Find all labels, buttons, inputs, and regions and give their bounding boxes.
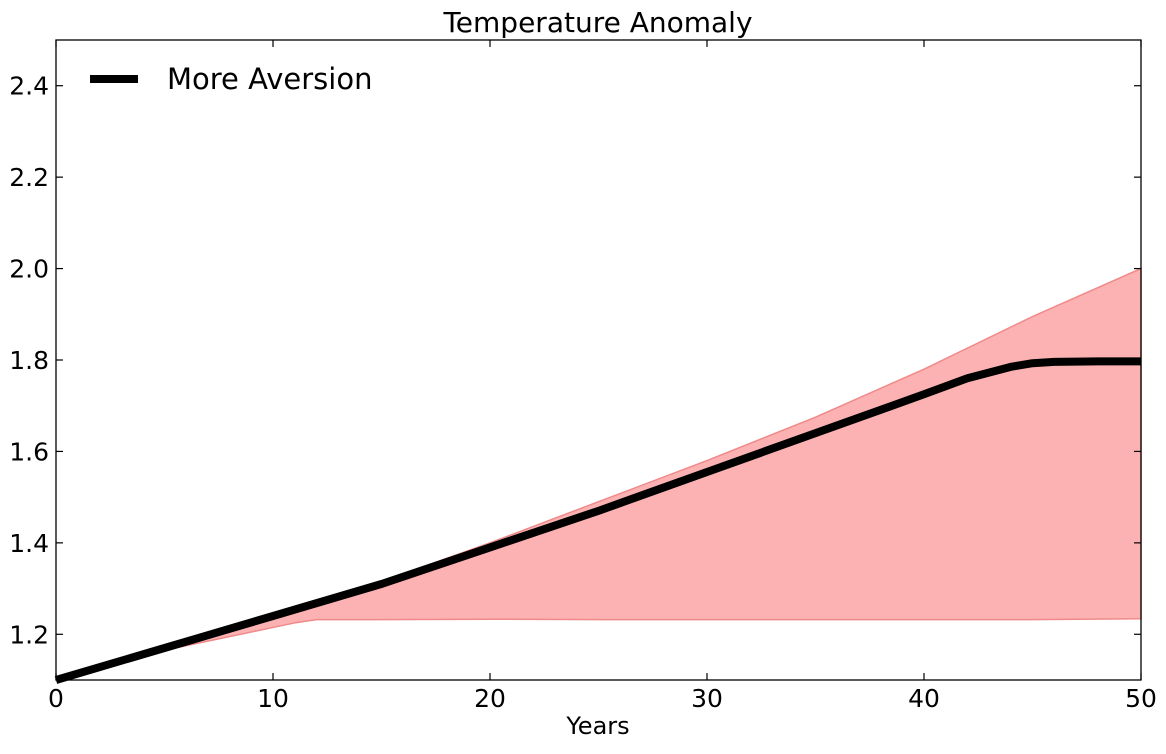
y-tick-label: 2.0 xyxy=(9,255,49,284)
x-tick-label: 20 xyxy=(474,684,506,713)
confidence-band-layer xyxy=(55,267,1142,681)
x-tick-label: 0 xyxy=(48,684,64,713)
y-tick-label: 2.2 xyxy=(9,163,49,192)
x-tick-label: 50 xyxy=(1125,684,1157,713)
legend: More Aversion xyxy=(90,62,372,96)
y-tick-label: 1.6 xyxy=(9,437,49,466)
confidence-band xyxy=(55,267,1142,681)
chart-title: Temperature Anomaly xyxy=(442,6,752,39)
x-axis-label: Years xyxy=(565,712,629,740)
x-tick-label: 40 xyxy=(908,684,940,713)
legend-label-more-aversion: More Aversion xyxy=(167,62,372,96)
y-tick-label: 2.4 xyxy=(9,72,49,101)
series-line-0 xyxy=(54,357,1141,684)
y-tick-label: 1.4 xyxy=(9,529,49,558)
y-tick-label: 1.2 xyxy=(9,620,49,649)
y-tick-label: 1.8 xyxy=(9,346,49,375)
x-tick-label: 10 xyxy=(257,684,289,713)
axis-ticks xyxy=(55,40,1142,680)
x-tick-label: 30 xyxy=(691,684,723,713)
series-line-layer xyxy=(54,357,1141,684)
axis-tick-labels: 0 10 20 30 40 50 1.2 1.4 1.6 1.8 2.0 2.2 2.4 xyxy=(9,72,1157,713)
